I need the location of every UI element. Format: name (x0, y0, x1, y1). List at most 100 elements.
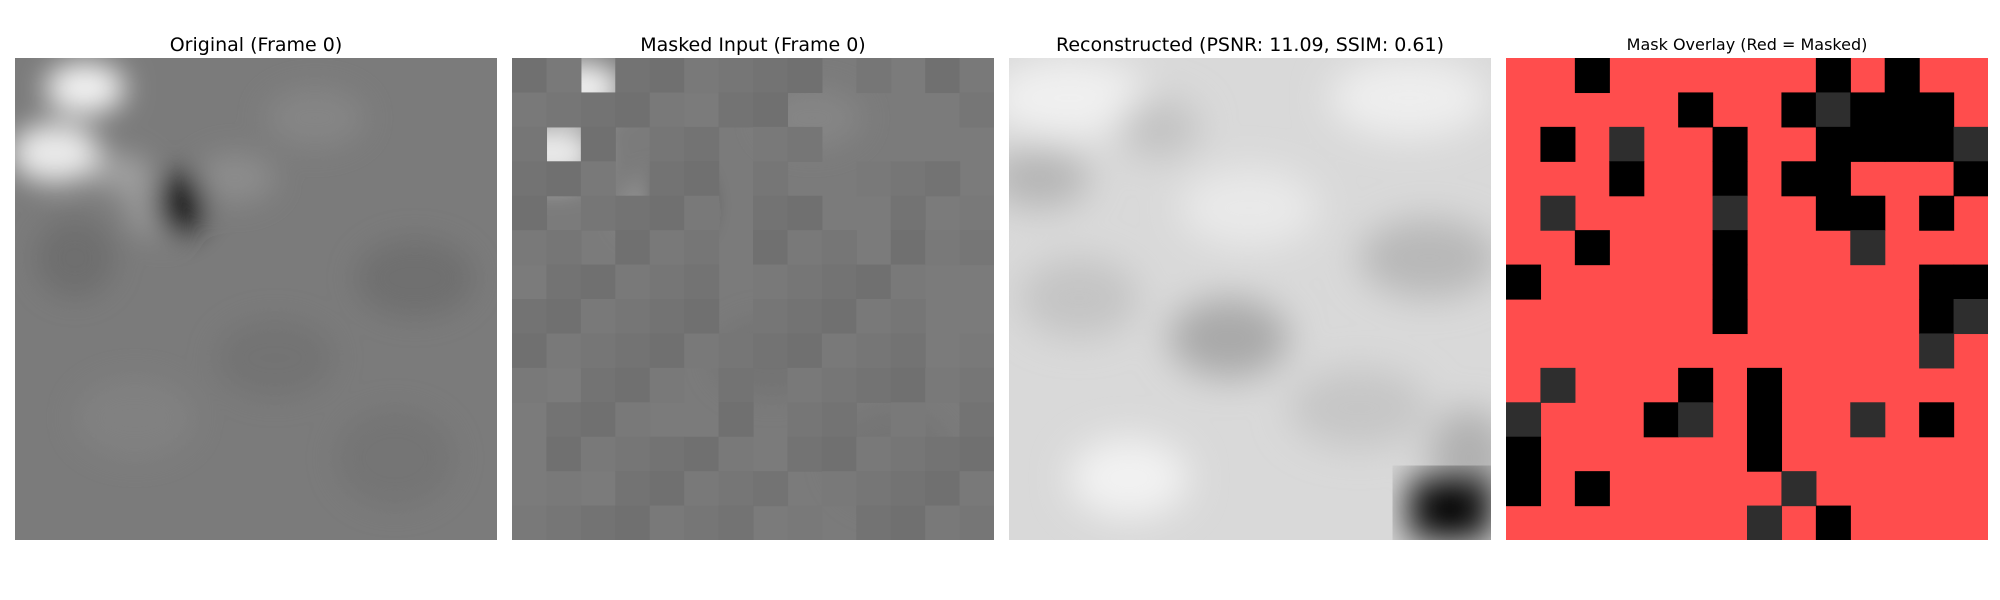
masked-patch (650, 265, 685, 300)
masked-patch (684, 58, 719, 93)
masked-patch (719, 402, 754, 437)
unmasked-cell (1747, 506, 1782, 540)
masked-patch (684, 161, 719, 196)
masked-patch (581, 299, 616, 334)
unmasked-cell (1919, 402, 1954, 437)
unmasked-cell (1919, 196, 1954, 231)
unmasked-cell (1850, 92, 1885, 127)
masked-patch (615, 402, 650, 437)
masked-patch (753, 161, 788, 196)
masked-patch (684, 299, 719, 334)
masked-patch (856, 161, 891, 196)
unmasked-cell (1919, 299, 1954, 334)
masked-patch (960, 368, 994, 403)
masked-patch (684, 127, 719, 162)
masked-patch (787, 299, 822, 334)
masked-patch (684, 506, 719, 540)
masked-patch (822, 402, 857, 437)
masked-patch (719, 92, 754, 127)
masked-patch (581, 402, 616, 437)
masked-patch (787, 437, 822, 472)
masked-patch (615, 368, 650, 403)
masked-patch (787, 368, 822, 403)
unmasked-cell (1816, 127, 1851, 162)
masked-patch (822, 437, 857, 472)
masked-patch (960, 92, 994, 127)
unmasked-cell (1919, 127, 1954, 162)
unmasked-cell (1816, 58, 1851, 93)
masked-patch (512, 127, 547, 162)
masked-patch (753, 265, 788, 300)
unmasked-cell (1954, 265, 1988, 300)
masked-patch (960, 437, 994, 472)
masked-patch (719, 506, 754, 540)
masked-patch (650, 58, 685, 93)
masked-patch (581, 265, 616, 300)
masked-patch (512, 368, 547, 403)
masked-patch (684, 333, 719, 368)
masked-patch (615, 506, 650, 540)
masked-patch (925, 161, 960, 196)
masked-patch (925, 506, 960, 540)
masked-patch (960, 333, 994, 368)
unmasked-cell (1678, 402, 1713, 437)
unmasked-cell (1747, 402, 1782, 437)
masked-patch (581, 161, 616, 196)
masked-patch (581, 92, 616, 127)
unmasked-cell (1713, 299, 1748, 334)
masked-patch (512, 299, 547, 334)
masked-patch (650, 299, 685, 334)
masked-patch (787, 196, 822, 231)
unmasked-cell (1506, 471, 1541, 506)
masked-patch (719, 58, 754, 93)
masked-patch (650, 368, 685, 403)
original-image (15, 58, 497, 540)
unmasked-cell (1781, 92, 1816, 127)
masked-patch (753, 333, 788, 368)
unmasked-cell (1954, 299, 1988, 334)
masked-patch (960, 402, 994, 437)
unmasked-cell (1713, 265, 1748, 300)
unmasked-cell (1540, 127, 1575, 162)
unmasked-cell (1747, 368, 1782, 403)
masked-patch (856, 368, 891, 403)
unmasked-cell (1644, 402, 1679, 437)
unmasked-cell (1919, 333, 1954, 368)
unmasked-cell (1506, 437, 1541, 472)
masked-patch (891, 402, 926, 437)
masked-patch (684, 196, 719, 231)
masked-patch (615, 299, 650, 334)
masked-patch (960, 471, 994, 506)
masked-patch (891, 471, 926, 506)
masked-patch (960, 506, 994, 540)
masked-patch (650, 230, 685, 265)
unmasked-cell (1919, 265, 1954, 300)
masked-patch (512, 92, 547, 127)
masked-patch (856, 506, 891, 540)
masked-patch (684, 230, 719, 265)
reconstructed-image (1009, 58, 1491, 540)
masked-patch (960, 58, 994, 93)
masked-patch (615, 265, 650, 300)
masked-patch (856, 471, 891, 506)
masked-patch (891, 265, 926, 300)
masked-patch (753, 196, 788, 231)
unmasked-cell (1506, 402, 1541, 437)
masked-patch (546, 333, 581, 368)
masked-patch (925, 437, 960, 472)
masked-patch (753, 127, 788, 162)
masked-patch (546, 265, 581, 300)
masked-patch (960, 230, 994, 265)
masked-patch (856, 58, 891, 93)
masked-patch (546, 437, 581, 472)
masked-patch (546, 506, 581, 540)
unmasked-cell (1609, 161, 1644, 196)
panel-title-masked: Masked Input (Frame 0) (512, 30, 994, 60)
masked-patch (753, 230, 788, 265)
masked-patch (891, 230, 926, 265)
unmasked-cell (1816, 506, 1851, 540)
unmasked-cell (1713, 230, 1748, 265)
masked-patch (615, 230, 650, 265)
masked-patch (581, 127, 616, 162)
masked-patch (650, 471, 685, 506)
